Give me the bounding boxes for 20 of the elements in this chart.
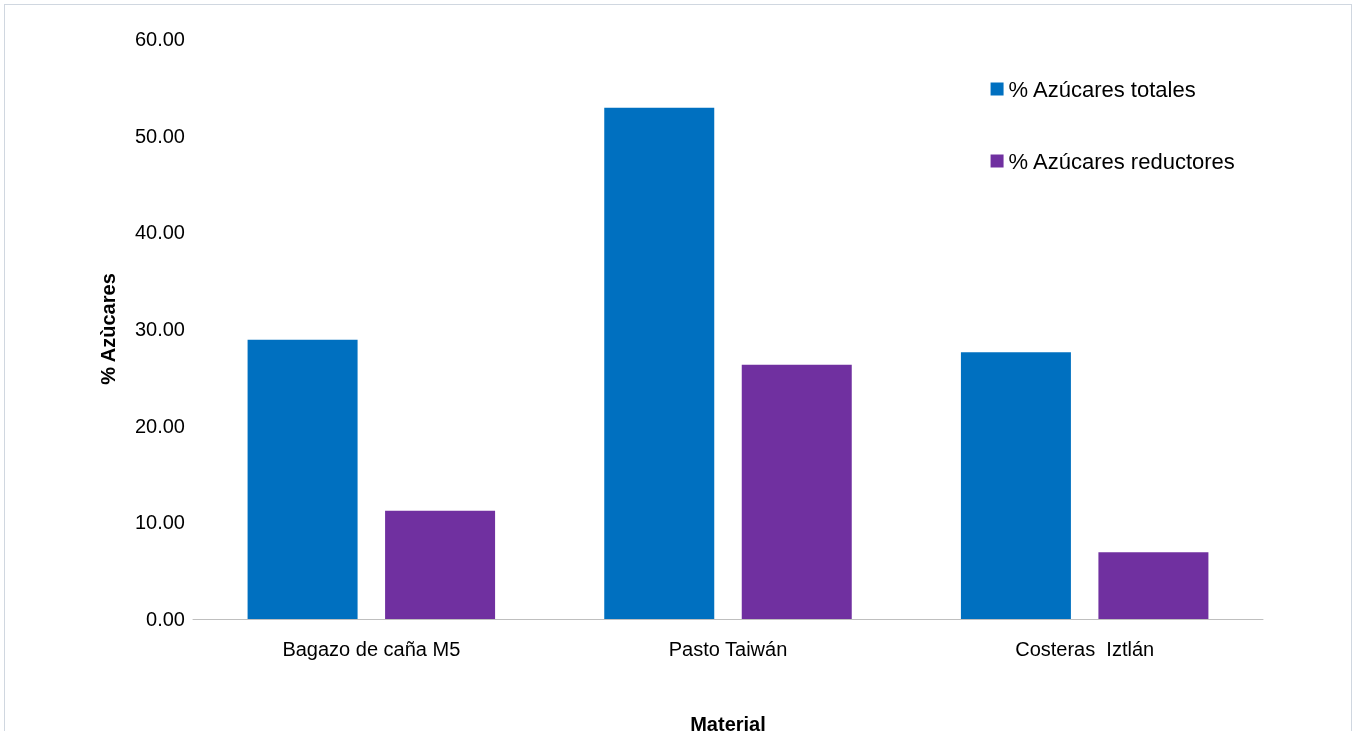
y-tick-label: 20.00	[134, 414, 185, 437]
y-axis-title: % Azùcares	[97, 273, 119, 385]
y-tick-label: 30.00	[134, 318, 185, 340]
x-axis-title: Material	[690, 713, 766, 731]
bar	[960, 352, 1071, 619]
y-tick-label: 40.00	[134, 221, 185, 244]
x-tick-label: Costeras Iztlán	[1015, 638, 1155, 660]
bar	[741, 364, 852, 619]
x-tick-label: Bagazo de caña M5	[282, 638, 461, 660]
y-tick-label: 0.00	[146, 608, 185, 630]
legend-label: % Azúcares totales	[1008, 76, 1196, 102]
x-tick-label: Pasto Taiwán	[668, 638, 788, 660]
bar	[385, 510, 496, 619]
bar	[1098, 552, 1209, 619]
bar	[247, 339, 358, 619]
y-tick-label: 60.00	[134, 28, 185, 50]
legend-label: % Azúcares reductores	[1008, 148, 1235, 174]
y-tick-label: 50.00	[134, 124, 185, 147]
bar	[604, 107, 715, 619]
y-tick-label: 10.00	[134, 511, 185, 534]
